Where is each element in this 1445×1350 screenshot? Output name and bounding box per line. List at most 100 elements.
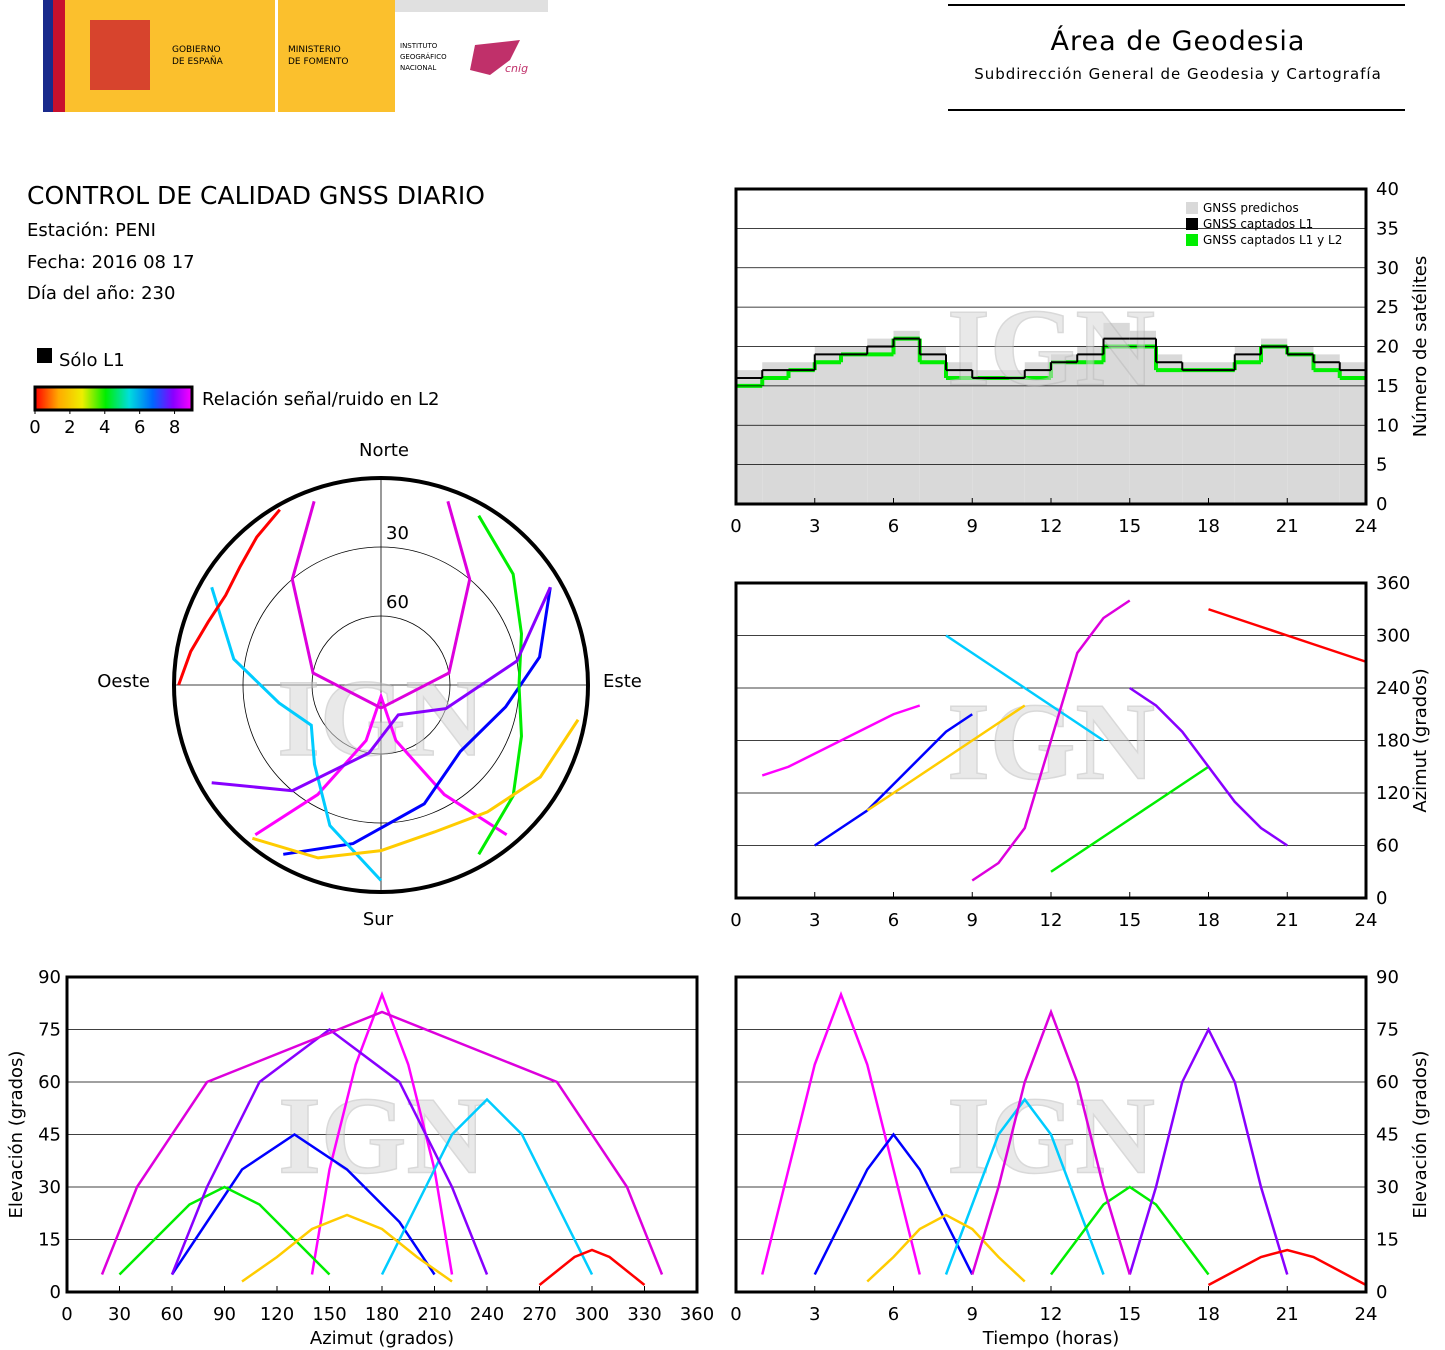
- track: [380, 1097, 594, 1276]
- snr-tick-label: 6: [134, 417, 145, 438]
- y-axis-label: Elevación (grados): [6, 1051, 27, 1219]
- y-tick-label: 60: [1376, 836, 1399, 857]
- y-tick-label: 0: [1376, 888, 1387, 909]
- y-tick-label: 120: [1376, 783, 1410, 804]
- y-tick-label: 30: [1376, 258, 1399, 279]
- plot-frame: [734, 581, 1368, 900]
- track: [100, 1010, 664, 1275]
- x-tick-label: 360: [680, 1304, 714, 1325]
- y-tick-label: 60: [1376, 1072, 1399, 1093]
- y-tick-label: 75: [38, 1020, 61, 1041]
- y-tick-label: 60: [38, 1072, 61, 1093]
- y-tick-label: 15: [1376, 1230, 1399, 1251]
- track: [761, 704, 921, 777]
- y-tick-label: 10: [1376, 415, 1399, 436]
- y-tick-label: 90: [1376, 967, 1399, 988]
- track: [944, 1097, 1105, 1275]
- ign-line: GEOGRÁFICO: [400, 52, 447, 61]
- y-tick-label: 300: [1376, 626, 1410, 647]
- predicted-bar: [1103, 322, 1130, 504]
- legend-swatch: [1186, 218, 1198, 230]
- cnig-logo: cnig: [505, 62, 528, 75]
- y-axis-label: Elevación (grados): [1410, 1051, 1431, 1219]
- watermark: IGN: [947, 287, 1155, 409]
- x-tick-label: 9: [967, 1304, 978, 1325]
- direction-label: Sur: [363, 909, 394, 930]
- y-tick-label: 5: [1376, 455, 1387, 476]
- track: [761, 990, 921, 1275]
- elevation-label: 30: [386, 523, 409, 544]
- y-tick-label: 30: [1376, 1177, 1399, 1198]
- x-tick-label: 3: [809, 910, 820, 931]
- y-tick-label: 25: [1376, 297, 1399, 318]
- legend-swatch: [1186, 234, 1198, 246]
- y-tick-label: 15: [1376, 376, 1399, 397]
- x-tick-label: 18: [1197, 1304, 1220, 1325]
- y-tick-label: 45: [38, 1125, 61, 1146]
- sky-track: [211, 586, 552, 793]
- x-tick-label: 15: [1118, 1304, 1141, 1325]
- track: [971, 599, 1131, 882]
- predicted-bar: [893, 330, 920, 504]
- y-axis-label: Número de satélites: [1410, 256, 1431, 438]
- x-tick-label: 0: [730, 516, 741, 537]
- y-tick-label: 240: [1376, 678, 1410, 699]
- x-tick-label: 300: [575, 1304, 609, 1325]
- x-tick-label: 120: [260, 1304, 294, 1325]
- sky-horizon: [172, 476, 590, 894]
- y-tick-label: 0: [1376, 1282, 1387, 1303]
- x-tick-label: 12: [1040, 516, 1063, 537]
- legend-label: GNSS predichos: [1203, 201, 1299, 215]
- y-tick-label: 40: [1376, 179, 1399, 200]
- y-tick-label: 45: [1376, 1125, 1399, 1146]
- gov-line: DE ESPAÑA: [172, 56, 224, 67]
- x-tick-label: 270: [522, 1304, 556, 1325]
- ign-line: INSTITUTO: [400, 42, 438, 50]
- track: [945, 634, 1105, 742]
- track: [971, 1008, 1131, 1275]
- predicted-bar: [788, 362, 815, 504]
- x-tick-label: 9: [967, 516, 978, 537]
- track: [866, 704, 1026, 812]
- x-tick-label: 18: [1197, 516, 1220, 537]
- y-tick-label: 0: [50, 1282, 61, 1303]
- track: [1050, 1185, 1210, 1276]
- predicted-bar: [1313, 354, 1340, 504]
- predicted-bar: [867, 338, 894, 504]
- x-tick-label: 12: [1040, 910, 1063, 931]
- x-tick-label: 210: [417, 1304, 451, 1325]
- l1-only-swatch: [37, 348, 52, 363]
- predicted-bar: [736, 370, 763, 504]
- predicted-bar: [1182, 362, 1209, 504]
- watermark: IGN: [277, 657, 485, 779]
- x-tick-label: 24: [1355, 1304, 1378, 1325]
- x-tick-label: 330: [627, 1304, 661, 1325]
- y-tick-label: 35: [1376, 218, 1399, 239]
- predicted-bar: [1129, 330, 1156, 504]
- track: [170, 1027, 489, 1275]
- y-tick-label: 75: [1376, 1020, 1399, 1041]
- header-logos: GOBIERNO DE ESPAÑA MINISTERIO DE FOMENTO…: [43, 0, 548, 112]
- subdirection: Subdirección General de Geodesia y Carto…: [974, 65, 1382, 83]
- sky-track: [283, 587, 552, 856]
- gov-line: GOBIERNO: [172, 45, 221, 55]
- track: [1207, 1248, 1367, 1287]
- y-tick-label: 0: [1376, 494, 1387, 515]
- x-tick-label: 3: [809, 1304, 820, 1325]
- direction-label: Oeste: [97, 671, 150, 692]
- y-tick-label: 360: [1376, 573, 1410, 594]
- snr-tick-label: 0: [29, 417, 40, 438]
- elevation-ring: [311, 615, 451, 755]
- y-tick-label: 180: [1376, 731, 1410, 752]
- snr-title: Relación señal/ruido en L2: [202, 389, 439, 410]
- x-tick-label: 0: [61, 1304, 72, 1325]
- x-tick-label: 15: [1118, 516, 1141, 537]
- x-tick-label: 9: [967, 910, 978, 931]
- track: [814, 713, 973, 847]
- elevation-label: 60: [386, 592, 409, 613]
- snr-tick-label: 4: [99, 417, 110, 438]
- predicted-bar: [998, 370, 1025, 504]
- track: [241, 1213, 453, 1283]
- y-tick-label: 20: [1376, 337, 1399, 358]
